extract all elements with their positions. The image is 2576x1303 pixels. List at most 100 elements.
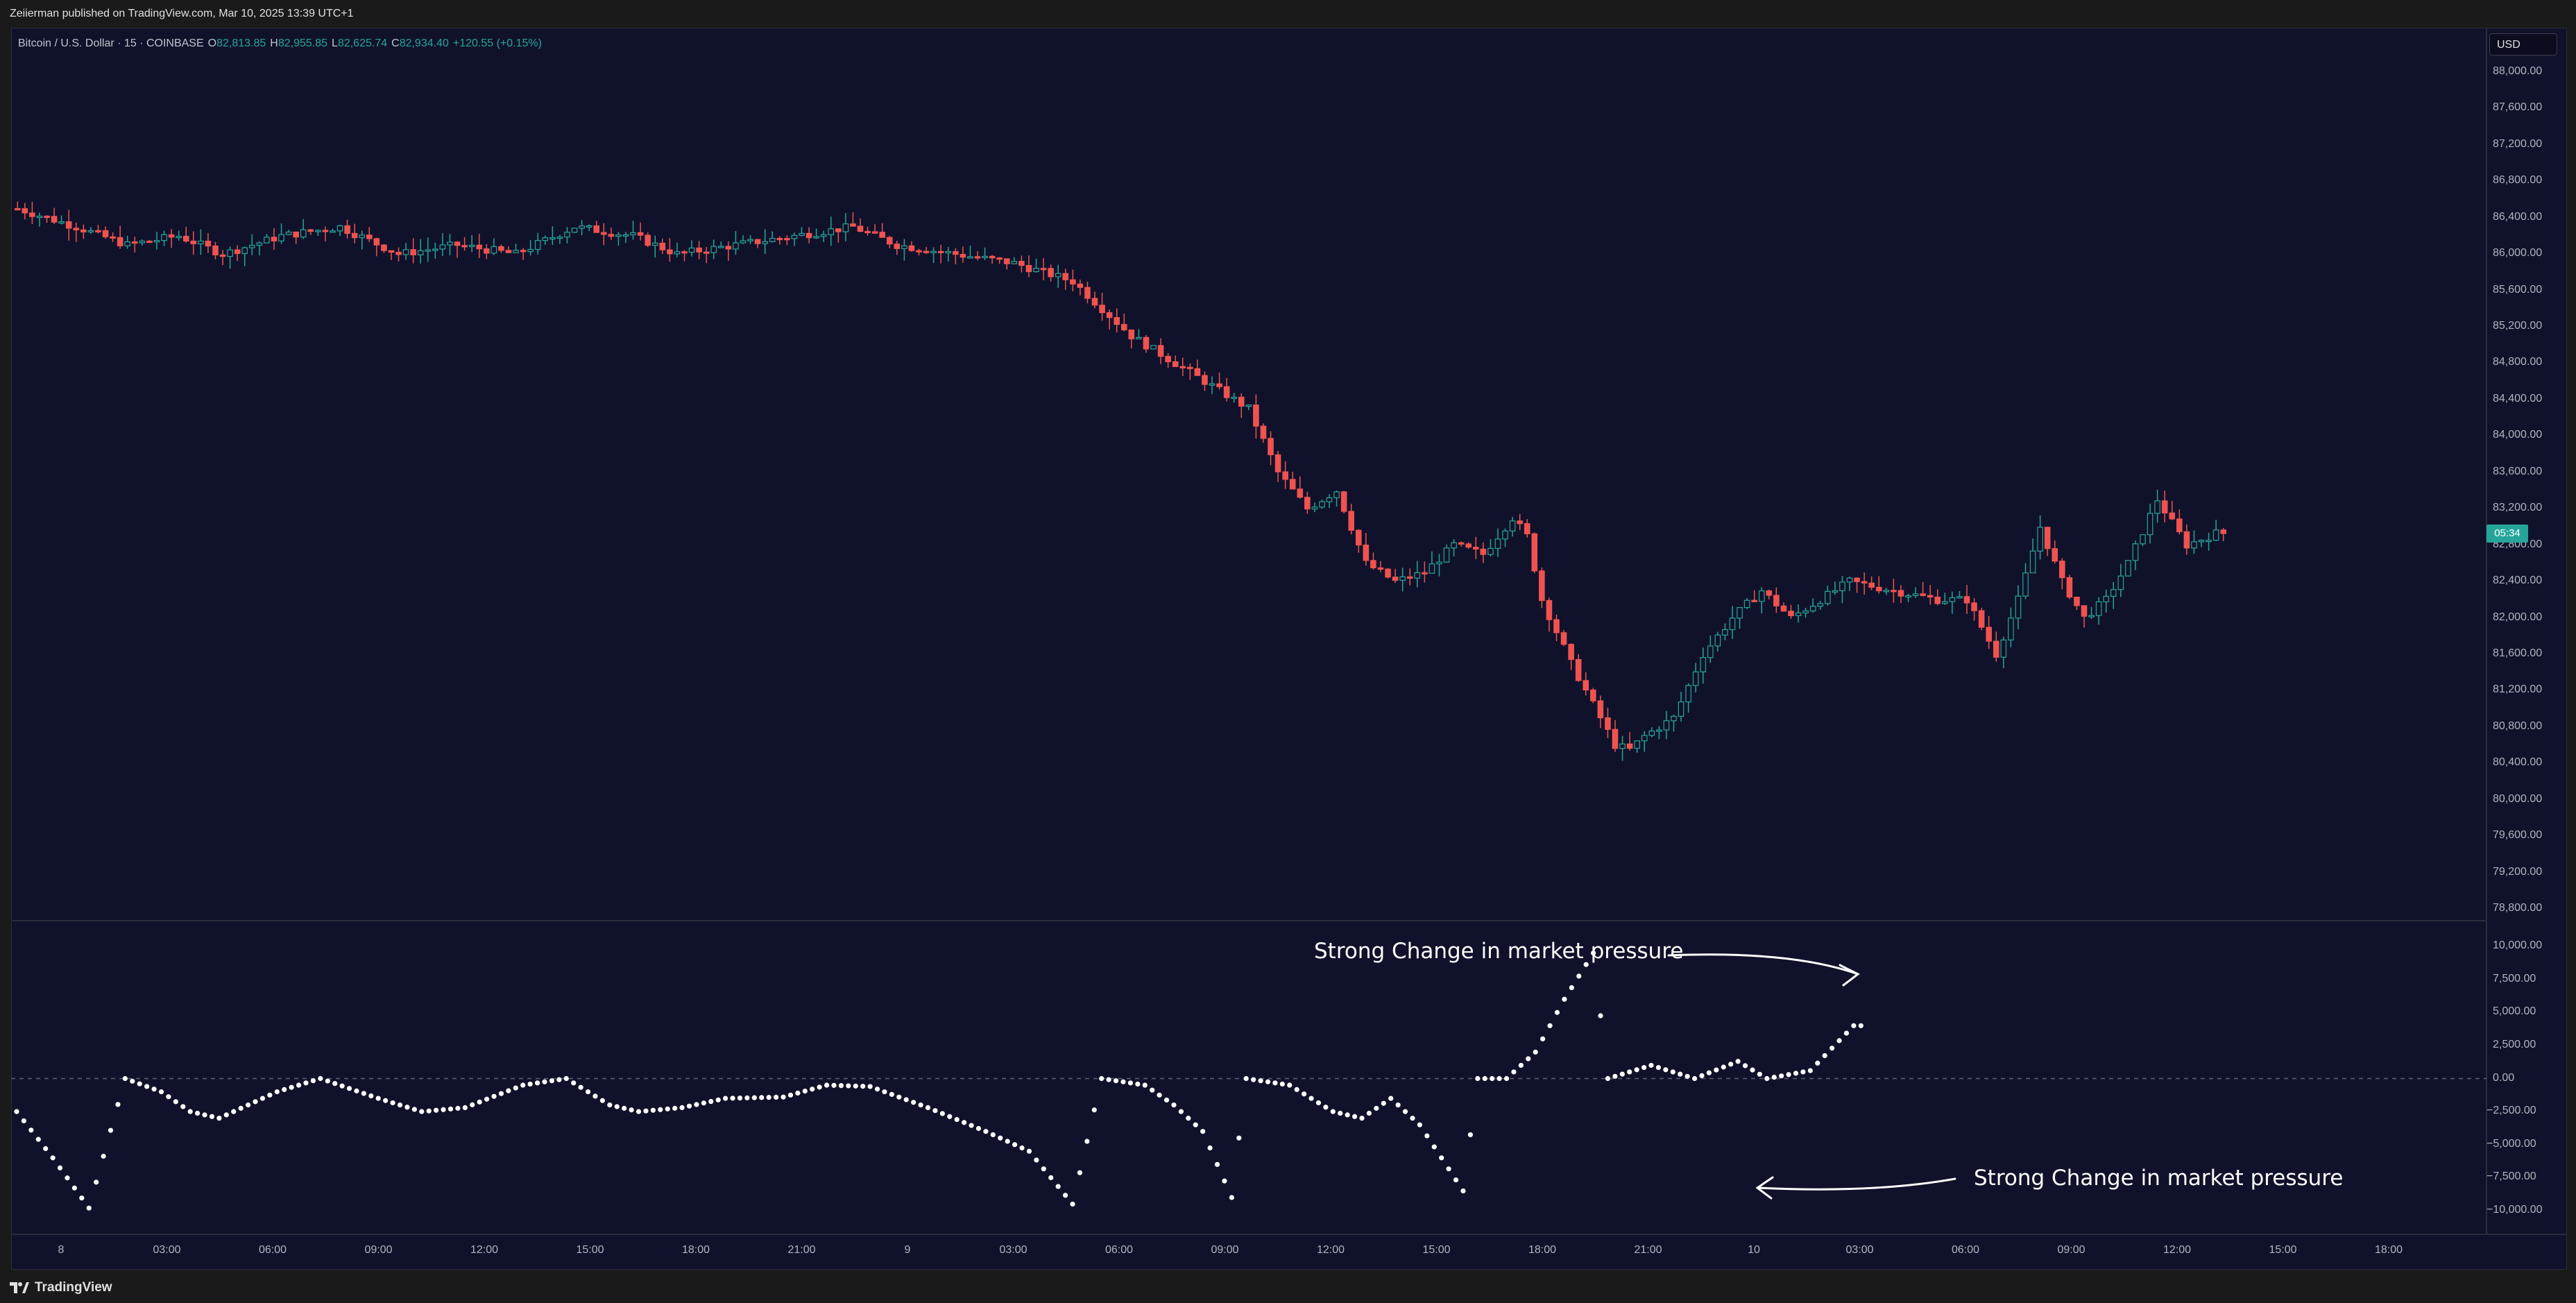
candle — [1297, 476, 1304, 499]
pressure-dot — [730, 1096, 735, 1101]
candle — [908, 241, 915, 252]
pressure-dot — [498, 1091, 504, 1096]
candle-body — [1414, 572, 1421, 579]
pressure-dot — [1605, 1075, 1611, 1082]
candle-body — [871, 231, 878, 234]
pressure-dot — [470, 1102, 475, 1107]
candle — [1194, 359, 1201, 376]
candle-body — [2154, 500, 2160, 514]
candle — [835, 228, 842, 243]
candle-body — [799, 232, 805, 236]
candle-body — [73, 228, 80, 230]
candle-body — [791, 235, 798, 239]
candle-body — [2161, 500, 2168, 513]
candle — [1524, 519, 1530, 538]
candle — [1993, 631, 1999, 662]
candle — [1758, 587, 1765, 614]
tradingview-logo[interactable]: TradingView — [10, 1280, 112, 1295]
candle-body — [645, 235, 651, 246]
symbol-name[interactable]: Bitcoin / U.S. Dollar · 15 · COINBASE — [18, 37, 204, 49]
tradingview-logo-icon — [10, 1282, 29, 1293]
pressure-dot — [1272, 1080, 1278, 1086]
candle-body — [161, 234, 167, 241]
symbol-legend[interactable]: Bitcoin / U.S. Dollar · 15 · COINBASE O8… — [18, 37, 542, 50]
pressure-dot — [383, 1098, 389, 1103]
candle — [300, 219, 307, 239]
low-label: L — [332, 37, 338, 49]
pressure-dot — [947, 1114, 953, 1119]
candle-body — [182, 235, 189, 242]
candle-body — [1202, 375, 1208, 385]
candle-body — [1729, 618, 1736, 631]
candle-body — [1216, 383, 1222, 387]
pressure-dot — [1829, 1046, 1835, 1051]
candle-body — [1846, 577, 1853, 583]
candle — [1678, 692, 1684, 722]
candle — [1560, 629, 1567, 647]
pressure-dot — [274, 1089, 280, 1095]
candle-body — [1040, 268, 1047, 271]
candle — [1795, 604, 1802, 623]
candle — [410, 238, 416, 264]
pressure-dot — [447, 1106, 454, 1112]
candle — [87, 227, 94, 235]
candle — [923, 247, 930, 255]
candle — [1905, 593, 1911, 602]
candle-body — [710, 246, 717, 253]
pressure-dot — [1706, 1070, 1712, 1075]
pressure-dot — [1807, 1068, 1813, 1073]
pressure-dot — [599, 1098, 606, 1103]
candle-body — [484, 248, 490, 254]
candle — [1700, 647, 1707, 684]
candle — [2154, 489, 2160, 523]
brand-name: TradingView — [35, 1280, 112, 1295]
candle — [674, 242, 681, 257]
candle — [1942, 593, 1948, 606]
pressure-dot — [1294, 1087, 1299, 1092]
candle — [234, 245, 241, 262]
candle — [176, 230, 182, 241]
candle — [1048, 264, 1054, 282]
candle — [1634, 740, 1640, 753]
pressure-dot — [1070, 1201, 1075, 1207]
candle-body — [1795, 612, 1802, 616]
price-axis-label: 84,400.00 — [2493, 392, 2543, 404]
close-value: 82,934.40 — [399, 37, 449, 49]
pressure-dot — [1381, 1100, 1386, 1106]
candle — [161, 230, 167, 246]
pressure-dot — [1026, 1148, 1032, 1154]
candle-body — [1370, 560, 1376, 569]
candle — [2008, 607, 2014, 647]
candle-body — [842, 223, 849, 232]
candle — [579, 220, 585, 236]
candle — [1223, 377, 1230, 402]
chart-frame[interactable] — [11, 28, 2567, 1270]
pressure-dots-series[interactable] — [14, 950, 1863, 1211]
candle — [1626, 732, 1633, 751]
candle-body — [1780, 605, 1787, 612]
candle — [124, 235, 131, 249]
candle — [1033, 258, 1039, 273]
pressure-dot — [1836, 1038, 1842, 1044]
candle — [395, 247, 402, 262]
candlestick-series[interactable] — [14, 201, 2227, 761]
candle — [476, 234, 483, 258]
candle — [2022, 563, 2029, 599]
candle — [1553, 614, 1560, 641]
candle-body — [1809, 606, 1816, 612]
candle-body — [527, 248, 534, 253]
candle — [556, 235, 563, 244]
candle-body — [1766, 590, 1773, 596]
time-axis-label: 12:00 — [470, 1244, 499, 1256]
currency-selector[interactable]: USD — [2489, 33, 2557, 56]
pressure-dot — [1496, 1075, 1502, 1082]
candle-body — [1297, 488, 1304, 498]
pressure-dot — [1858, 1023, 1863, 1028]
candle — [1143, 335, 1150, 353]
candle — [1722, 623, 1728, 640]
candle-body — [2074, 597, 2080, 606]
candle — [513, 244, 519, 253]
candle-body — [1062, 273, 1069, 280]
pressure-dot — [636, 1109, 642, 1114]
